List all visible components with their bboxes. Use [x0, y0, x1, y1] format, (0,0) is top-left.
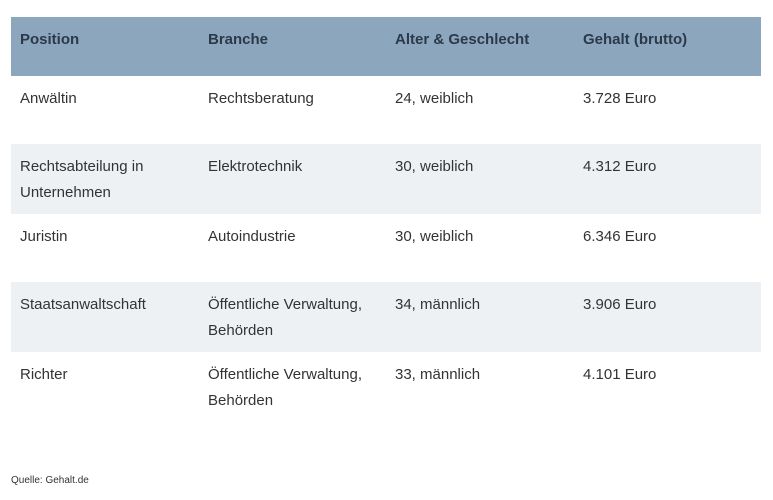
header-cell: Branche	[199, 17, 386, 76]
table-cell: 30, weiblich	[395, 228, 474, 245]
table-cell: 33, männlich	[395, 366, 481, 383]
table-row: Juristin Autoindustrie 30, weiblich 6.346 E…	[11, 214, 761, 282]
header-row: Position Branche Alter & Geschlecht Gehalt …	[11, 17, 761, 76]
table-cell: Elektrotechnik	[199, 144, 386, 214]
table-cell: Rechtsberatung	[208, 90, 314, 107]
table-cell: 24, weiblich	[395, 90, 474, 107]
table-row: Rechtsabteilung in Unternehmen Elektrotec…	[11, 144, 761, 214]
table-cell: 4.312 Euro	[574, 144, 761, 214]
table-row: Richter Öffentliche Verwaltung, Behörden 3…	[11, 352, 761, 422]
table-cell: 34, männlich	[386, 282, 574, 352]
table-cell: Richter	[20, 366, 68, 383]
table-cell: 30, weiblich	[386, 144, 574, 214]
header-cell: Position	[11, 17, 199, 76]
table-cell: 3.906 Euro	[574, 282, 761, 352]
salary-table: Position Branche Alter & Geschlecht Gehalt …	[11, 17, 761, 422]
table-cell: Rechtsabteilung in Unternehmen	[11, 144, 199, 214]
table-cell: Anwältin	[20, 90, 77, 107]
source-note: Quelle: Gehalt.de	[11, 475, 89, 486]
header-cell: Gehalt (brutto)	[574, 17, 761, 76]
table-row: Staatsanwaltschaft Öffentliche Verwaltung…	[11, 282, 761, 352]
table-cell: Öffentliche Verwaltung, Behörden	[208, 366, 362, 409]
header-cell: Alter & Geschlecht	[386, 17, 574, 76]
table-header: Position Branche Alter & Geschlecht Gehalt …	[11, 17, 761, 76]
table-cell: Juristin	[20, 228, 68, 245]
table-cell: Öffentliche Verwaltung, Behörden	[199, 282, 386, 352]
table-cell: 6.346 Euro	[583, 228, 657, 245]
table-row: Anwältin Rechtsberatung 24, weiblich 3.728 …	[11, 76, 761, 144]
table-body: Anwältin Rechtsberatung 24, weiblich 3.728 …	[11, 76, 761, 422]
table-cell: 3.728 Euro	[583, 90, 657, 107]
table-cell: 4.101 Euro	[583, 366, 657, 383]
table-cell: Staatsanwaltschaft	[11, 282, 199, 352]
table-cell: Autoindustrie	[208, 228, 296, 245]
